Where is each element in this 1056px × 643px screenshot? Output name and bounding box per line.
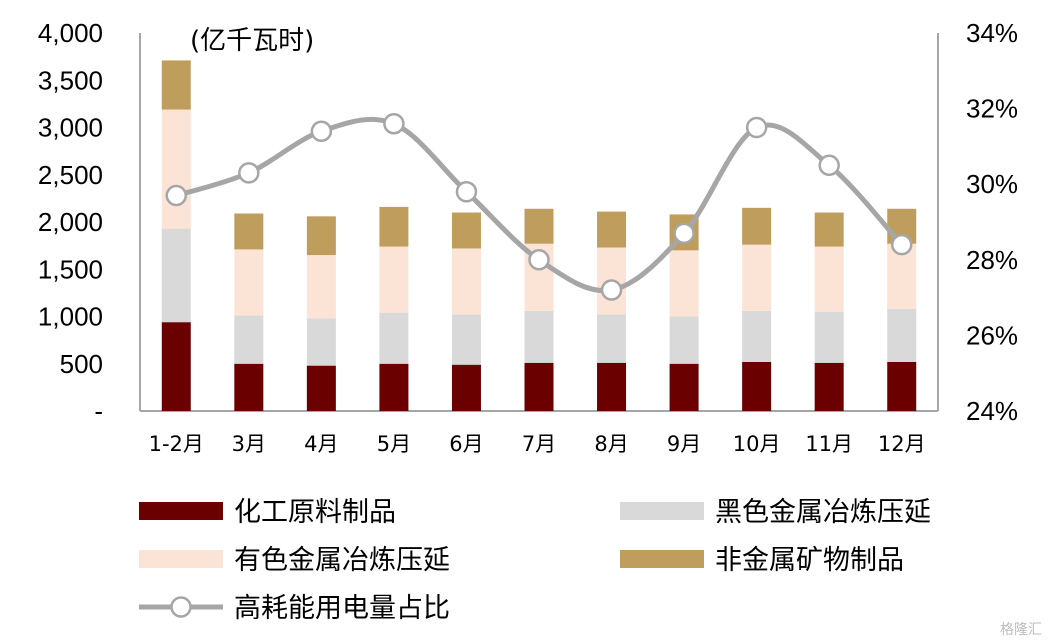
bar-segment: [814, 362, 844, 411]
y-left-tick-label: 1,500: [38, 254, 103, 284]
legend-label: 黑色金属冶炼压延: [715, 497, 931, 528]
x-tick-label: 4月: [304, 432, 338, 456]
bar-segment: [669, 250, 699, 317]
bar-segment: [742, 244, 772, 311]
bar-segment: [161, 228, 191, 323]
bar-segment: [524, 310, 554, 363]
bar-segment: [814, 212, 844, 247]
bar-segment: [234, 363, 264, 411]
y-right-tick-label: 28%: [966, 245, 1018, 275]
y-right-tick-label: 30%: [966, 169, 1018, 199]
line-series: [165, 112, 913, 301]
x-tick-label: 8月: [594, 432, 628, 456]
tick-labels: - 500 1,000 1,500 2,000 2,500 3,000 3,500 4,000 2…: [38, 18, 1018, 456]
bar-segment: [306, 255, 336, 319]
x-tick-label: 7月: [522, 432, 556, 456]
bar-segment: [161, 60, 191, 110]
line-point: [745, 116, 768, 139]
x-tick-label: 11月: [805, 432, 853, 456]
x-tick-label: 10月: [733, 432, 781, 456]
x-tick-label: 3月: [232, 432, 266, 456]
x-tick-label: 1-2月: [149, 432, 204, 456]
bar-segment: [597, 211, 627, 248]
y-right-tick-label: 24%: [966, 396, 1018, 426]
bar-segment: [742, 310, 772, 362]
bar-segment: [306, 318, 336, 366]
y-left-tick-label: 500: [60, 349, 103, 379]
bar-segment: [306, 365, 336, 411]
bar-segment: [161, 322, 191, 411]
bar-segment: [234, 315, 264, 364]
bar-segment: [161, 109, 191, 229]
bar-segment: [597, 362, 627, 411]
legend-label: 化工原料制品: [234, 497, 396, 528]
legend-label: 高耗能用电量占比: [234, 593, 450, 624]
bar-segment: [742, 207, 772, 245]
y-left-tick-label: 1,000: [38, 302, 103, 332]
y-left-tick-label: 2,500: [38, 160, 103, 190]
bar-segment: [524, 362, 554, 411]
line-point: [673, 222, 695, 245]
y-right-tick-label: 32%: [966, 94, 1018, 124]
bar-segment: [669, 316, 699, 364]
bar-segment: [814, 311, 844, 363]
bar-segment: [887, 308, 917, 362]
line-point: [528, 249, 550, 271]
bar-segment: [451, 364, 481, 411]
y-right-tick-label: 34%: [966, 18, 1018, 48]
bar-segment: [234, 213, 264, 250]
y-left-tick-label: 3,500: [38, 65, 103, 95]
bar-segment: [379, 363, 409, 411]
bar-segment: [379, 246, 409, 313]
bar-segment: [524, 208, 554, 244]
y-left-tick-label: 3,000: [38, 113, 103, 143]
line-point: [383, 112, 405, 135]
bar-segment: [742, 361, 772, 411]
y-right-tick-label: 26%: [966, 320, 1018, 350]
bar-segment: [451, 314, 481, 365]
legend-label: 非金属矿物制品: [715, 545, 904, 576]
x-tick-label: 5月: [377, 432, 411, 456]
bar-segment: [379, 312, 409, 364]
y-left-tick-label: 4,000: [38, 18, 103, 48]
y-left-tick-label: -: [94, 396, 103, 426]
bar-segment: [451, 248, 481, 315]
legend-swatch: [139, 502, 223, 520]
line-point: [165, 184, 188, 207]
legend-label: 有色金属冶炼压延: [234, 545, 450, 576]
bar-segment: [669, 363, 699, 411]
bar-segment: [234, 249, 264, 316]
bar-segment: [451, 212, 481, 249]
legend-line-marker: [170, 596, 192, 618]
x-tick-label: 9月: [667, 432, 701, 456]
legend-swatch: [620, 550, 704, 568]
x-tick-label: 12月: [878, 432, 926, 456]
line-point: [600, 279, 623, 301]
line-point: [238, 162, 260, 184]
bar-segment: [306, 216, 336, 256]
bar-segment: [887, 361, 917, 411]
line-point: [455, 181, 478, 203]
line-point: [310, 120, 333, 143]
legend-swatch: [139, 550, 223, 568]
bar-segment: [597, 314, 627, 363]
bars: [161, 60, 917, 411]
y-left-tick-label: 2,000: [38, 207, 103, 237]
legend-swatch: [620, 502, 704, 520]
line-point: [890, 233, 913, 256]
line-point: [818, 154, 840, 177]
bar-segment: [379, 206, 409, 247]
watermark: 格隆汇: [1000, 622, 1042, 638]
unit-label: (亿千瓦时): [190, 26, 314, 56]
x-tick-label: 6月: [449, 432, 483, 456]
bar-segment: [814, 246, 844, 312]
